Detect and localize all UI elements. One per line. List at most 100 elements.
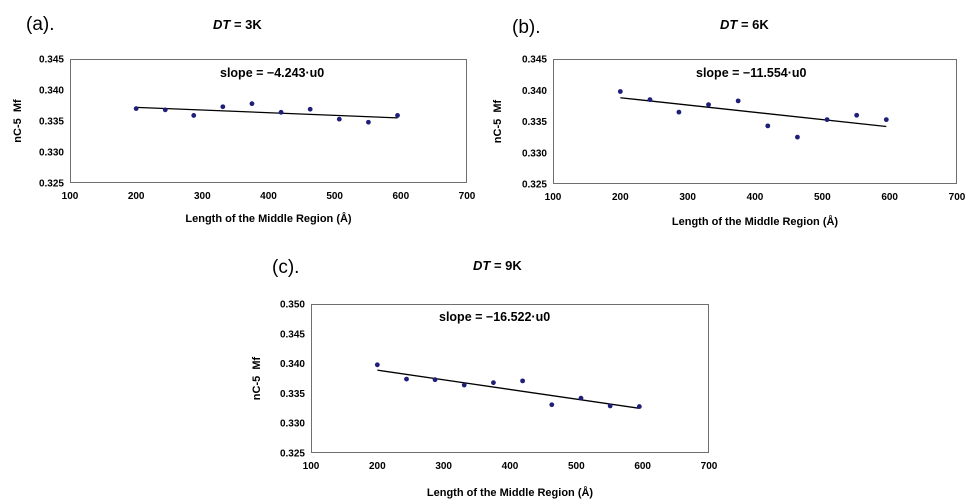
y-tick-label: 0.330 [39,148,64,159]
y-tick-label: 0.335 [522,117,547,128]
data-point [617,89,623,94]
x-tick-label: 400 [747,192,764,203]
data-point [395,113,400,118]
y-axis-label: nC-5 Mf [492,99,504,143]
data-point [676,109,682,115]
y-axis-label: nC-5 Mf [12,99,24,143]
y-axis-label: nC-5 Mf [251,356,263,400]
data-point [374,362,380,368]
data-point [404,376,409,382]
fit-line [377,369,640,409]
data-point [432,377,438,383]
x-tick-label: 200 [369,461,386,472]
chart-panel-b: (b). DT = 6K 100 200 300 400 500 600 700 0.325 0… [484,0,969,245]
title-value-c: = 9K [490,258,522,273]
chart-svg-a: 100 200 300 400 500 600 700 0.325 0.330 0.335 0.34… [12,55,476,226]
chart-panel-c: (c). DT = 9K 100 200 300 400 500 600 700 0.325 0… [240,250,730,503]
slope-annotation: slope = −16.522·u0 [439,310,550,324]
chart-panel-a: (a). DT = 3K 100 200 300 400 500 600 700 0.325 0… [0,0,480,245]
y-tick-label: 0.340 [39,86,64,97]
x-tick-label: 400 [260,191,277,202]
data-point [278,109,284,115]
data-point [162,107,168,113]
title-value-a: = 3K [230,17,262,32]
fit-line [136,106,398,119]
data-point [549,402,555,408]
y-tick-label: 0.325 [522,180,547,191]
chart-svg-c: 100 200 300 400 500 600 700 0.325 0.330 0.335 0.34… [251,300,718,500]
y-tick-label: 0.340 [280,359,305,370]
title-symbol-a: DT [213,17,231,32]
data-point [824,117,830,123]
panel-title-c: DT = 9K [473,258,522,273]
x-tick-label: 500 [568,461,585,472]
data-point [133,106,139,111]
y-tick-label: 0.330 [522,148,547,159]
x-tick-label: 400 [502,461,519,472]
data-point [191,113,197,118]
x-tick-label: 600 [634,461,651,472]
data-point [795,134,800,140]
x-tick-label: 100 [62,191,79,202]
x-axis-label: Length of the Middle Region (Å) [672,215,839,228]
y-tick-label: 0.345 [39,55,64,66]
data-point [883,117,889,123]
data-point [578,395,584,401]
panel-label-a: (a). [26,14,55,35]
data-point [706,102,711,108]
data-point [735,98,741,104]
y-tick-label: 0.330 [280,419,305,430]
data-point [461,382,467,388]
data-point [366,119,371,125]
y-tick-label: 0.335 [39,117,64,128]
data-point [636,404,642,409]
x-axis-label: Length of the Middle Region (Å) [427,486,594,499]
y-tick-label: 0.350 [280,300,305,311]
data-point [249,101,255,107]
data-point [607,403,613,409]
y-tick-label: 0.325 [39,179,64,190]
y-tick-label: 0.345 [522,55,547,66]
title-symbol-b: DT [720,17,738,32]
data-point [854,112,860,118]
x-tick-label: 200 [612,192,629,203]
slope-annotation: slope = −11.554·u0 [696,66,807,80]
data-point [307,106,313,112]
x-tick-label: 300 [435,461,452,472]
y-tick-label: 0.340 [522,86,547,97]
x-tick-label: 600 [881,192,898,203]
data-point [520,378,526,384]
panel-title-b: DT = 6K [720,17,769,32]
title-value-b: = 6K [737,17,769,32]
data-point [647,97,653,103]
data-point [220,104,226,110]
y-tick-label: 0.325 [280,449,305,460]
x-tick-label: 200 [128,191,145,202]
panel-label-c: (c). [272,257,300,278]
panel-title-a: DT = 3K [213,17,262,32]
x-tick-label: 600 [392,191,409,202]
panel-label-b: (b). [512,17,541,38]
x-tick-label: 500 [814,192,831,203]
data-point [491,380,496,386]
x-tick-label: 700 [949,192,966,203]
plot-area-b [553,59,957,184]
data-point [336,116,342,122]
y-tick-label: 0.345 [280,329,305,340]
x-tick-label: 500 [326,191,343,202]
x-tick-label: 100 [545,192,562,203]
y-tick-label: 0.335 [280,389,305,400]
x-axis-label: Length of the Middle Region (Å) [185,212,352,225]
data-point [765,123,771,129]
x-tick-label: 300 [679,192,696,203]
slope-annotation: slope = −4.243·u0 [220,66,324,80]
x-tick-label: 700 [459,191,476,202]
x-tick-label: 700 [701,461,718,472]
plot-area-c [311,304,709,453]
x-tick-label: 300 [194,191,211,202]
fit-line [620,97,887,128]
plot-area-a [70,59,467,183]
title-symbol-c: DT [473,258,491,273]
chart-svg-b: 100 200 300 400 500 600 700 0.325 0.330 0.335 0.34… [492,55,966,229]
x-tick-label: 100 [303,461,320,472]
